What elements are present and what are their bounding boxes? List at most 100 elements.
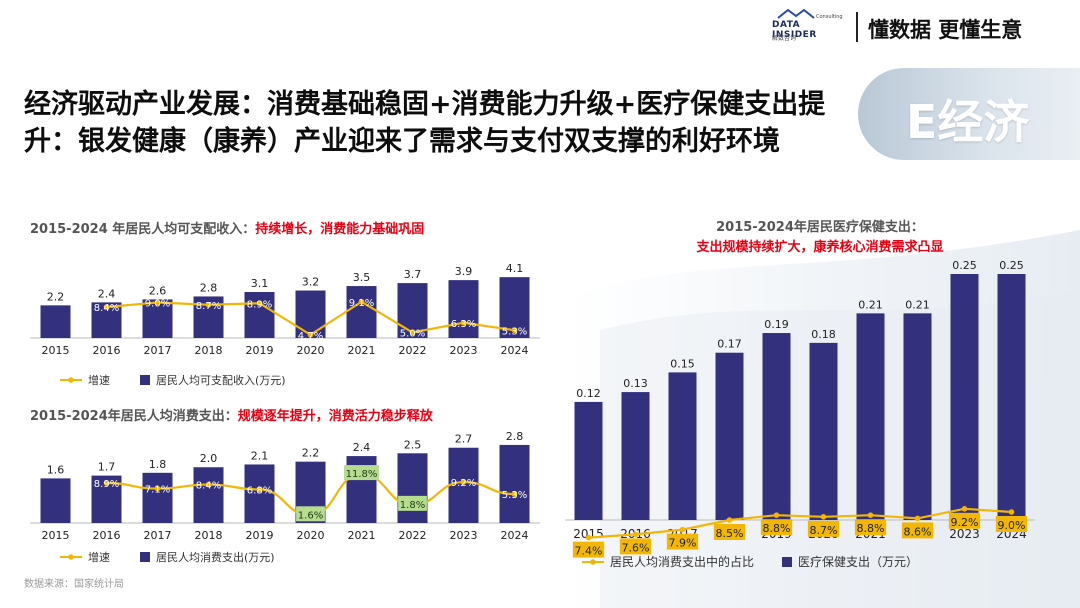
line-point: [914, 515, 921, 522]
brand-name: DATA INSIDER: [772, 20, 817, 40]
bar-value-label: 3.2: [302, 276, 320, 289]
line-value-label: 9.0%: [998, 519, 1026, 532]
line-label-bg: [572, 541, 605, 558]
brand-cn-name: 解数咨询: [772, 35, 797, 42]
income-chart: 2.2 2015 2.4 2016 2.6 2017 2.8 2018 3.1 2019 3.2 20…: [30, 262, 540, 387]
bar-value-label: 0.25: [999, 259, 1024, 272]
brand-header: DATA INSIDER Consulting 解数咨询 懂数据 更懂生意: [770, 6, 1076, 46]
bar-income-2023: [448, 280, 479, 338]
bar-medical-2021: [856, 313, 885, 520]
line-label-bg: [807, 520, 840, 537]
bar-value-label: 0.13: [623, 377, 648, 390]
line-point: [205, 301, 212, 308]
bar-value-label: 1.7: [98, 461, 116, 474]
line-point: [585, 534, 592, 541]
line-value-label: 9.2%: [451, 478, 476, 489]
line-value-label: 9.0%: [145, 299, 170, 310]
line-value-label: 8.6%: [904, 525, 932, 538]
legend-line-marker: [68, 554, 74, 560]
line-point: [773, 512, 780, 518]
bar-value-label: 1.6: [47, 463, 65, 476]
bar-value-label: 3.7: [404, 268, 422, 281]
medical-title-highlight: 支出规模持续扩大，康养核心消费需求凸显: [696, 240, 944, 255]
bar-consumption-2015: [40, 478, 71, 523]
line-value-label: 8.4%: [94, 303, 119, 314]
x-tick-label: 2020: [297, 344, 325, 357]
line-point: [409, 329, 416, 336]
page-title: 经济驱动产业发展：消费基础稳固+消费能力升级+医疗保健支出提升：银发健康（康养）…: [24, 89, 826, 157]
line-value-label: 8.8%: [763, 522, 791, 535]
line-point: [679, 526, 686, 533]
bar-medical-2015: [574, 401, 603, 520]
section-tag-label: E经济: [906, 95, 1030, 149]
line-value-label: 5.3%: [502, 490, 527, 501]
bar-value-label: 2.2: [302, 447, 320, 460]
legend-line-label: 居民人均消费支出中的占比: [610, 554, 754, 569]
line-label-bg: [901, 522, 934, 539]
bar-consumption-2022: [397, 453, 428, 523]
bar-value-label: 0.12: [576, 387, 601, 400]
bar-value-label: 3.1: [251, 277, 269, 290]
line-point: [205, 481, 212, 488]
line-value-label: 6.8%: [247, 485, 272, 496]
x-tick-label: 2015: [42, 529, 70, 542]
bar-value-label: 0.19: [764, 318, 789, 331]
legend-bar-swatch: [140, 552, 150, 562]
bar-value-label: 0.21: [905, 298, 930, 311]
line-point: [460, 479, 467, 485]
income-title-prefix: 2015-2024 年居民人均可支配收入：: [30, 222, 256, 237]
x-tick-label: 2020: [297, 529, 325, 542]
bar-medical-2018: [715, 352, 744, 520]
bar-consumption-2017: [142, 472, 173, 523]
x-tick-label: 2023: [450, 529, 478, 542]
consumption-chart: 1.6 2015 1.7 2016 1.8 2017 2.0 2018 2.1 2019 2.2 20…: [30, 430, 540, 564]
line-label-bg: [344, 465, 379, 481]
bar-medical-2017: [668, 372, 697, 520]
line-label-bg: [296, 506, 325, 522]
bar-value-label: 0.21: [858, 298, 883, 311]
bar-consumption-2018: [193, 467, 224, 523]
line-value-label: 7.6%: [622, 541, 650, 554]
line-value-label: 9.2%: [951, 516, 979, 529]
bar-value-label: 0.25: [952, 259, 977, 272]
bar-value-label: 3.5: [353, 271, 371, 284]
bar-income-2015: [40, 305, 71, 338]
line-value-label: 8.7%: [810, 524, 838, 537]
bar-income-2022: [397, 283, 428, 338]
line-point: [511, 327, 518, 334]
x-tick-label: 2015: [42, 344, 70, 357]
line-value-label: 7.4%: [575, 545, 603, 558]
data-source-note: 数据来源：国家统计局: [24, 579, 124, 590]
bar-value-label: 0.17: [717, 338, 742, 351]
x-tick-label: 2024: [501, 529, 529, 542]
legend-bar-swatch: [140, 375, 150, 385]
line-value-label: 8.9%: [94, 479, 119, 490]
legend-bar-swatch: [782, 557, 792, 567]
x-tick-label: 2016: [93, 344, 121, 357]
line-value-label: 1.8%: [400, 500, 425, 511]
consumption-title-prefix: 2015-2024年居民人均消费支出：: [30, 409, 238, 424]
line-point: [256, 300, 263, 307]
x-tick-label: 2017: [144, 529, 172, 542]
line-value-label: 8.8%: [857, 522, 885, 535]
bar-value-label: 2.5: [404, 438, 422, 451]
bar-value-label: 2.0: [200, 452, 218, 465]
bar-value-label: 3.9: [455, 265, 473, 278]
x-tick-label: 2022: [399, 529, 427, 542]
line-point: [103, 304, 110, 310]
logo-mark-icon: [777, 8, 815, 19]
bar-medical-2023: [950, 274, 979, 520]
line-point: [154, 485, 161, 492]
medical-chart: 0.1220150.1320160.1520170.1720180.192019…: [565, 259, 1035, 569]
bar-income-2019: [244, 292, 275, 338]
brand-divider: [856, 12, 858, 42]
line-value-label: 11.8%: [346, 469, 378, 480]
bar-consumption-2019: [244, 464, 275, 523]
line-point: [961, 506, 968, 512]
line-point: [726, 517, 733, 523]
bar-income-2021: [346, 286, 377, 338]
x-tick-label: 2023: [450, 344, 478, 357]
bar-value-label: 2.6: [149, 284, 167, 297]
bar-medical-2020: [809, 342, 838, 520]
legend-line-label: 增速: [88, 373, 110, 387]
